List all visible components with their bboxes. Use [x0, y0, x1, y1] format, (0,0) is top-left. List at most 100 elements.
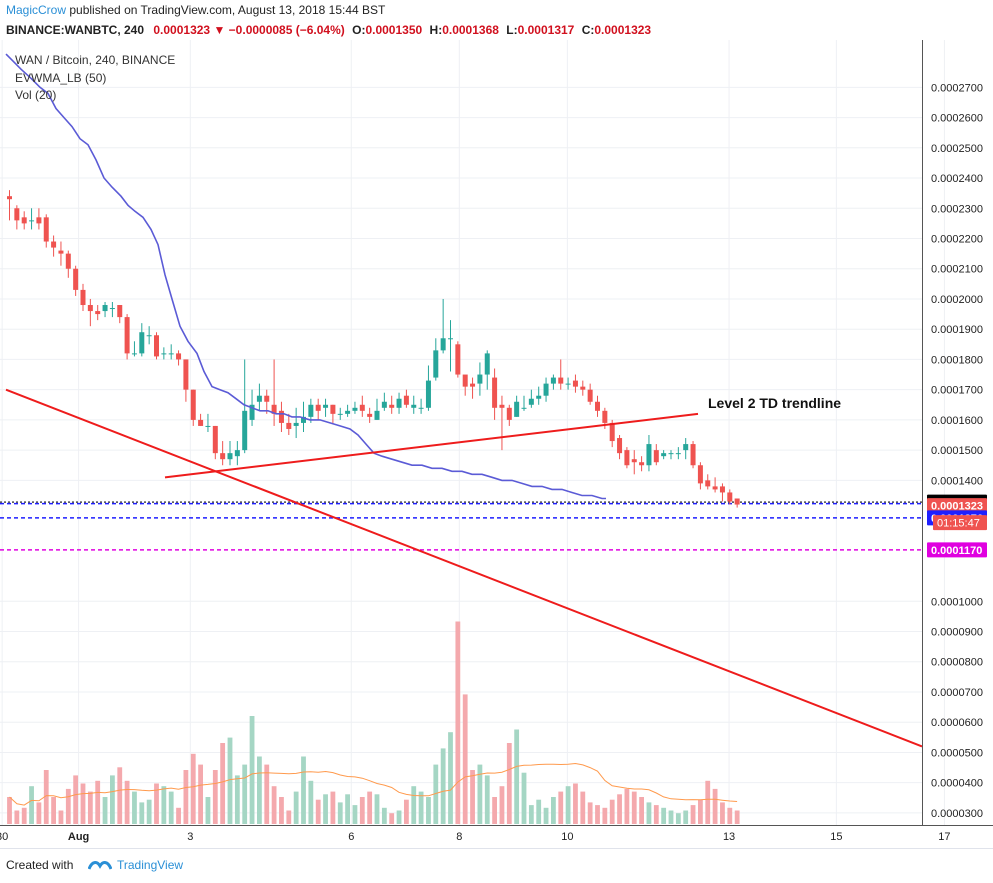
y-tick-label: 0.0001700 [931, 385, 983, 397]
candle-body [345, 410, 351, 414]
author-link[interactable]: MagicCrow [6, 3, 67, 17]
price-badge-bg [927, 542, 987, 558]
time-axis[interactable]: 30Aug3681013151720 [0, 825, 993, 844]
candle [301, 401, 306, 432]
candle [95, 305, 101, 321]
candle-body [462, 374, 468, 387]
candle [36, 208, 42, 230]
candle [352, 401, 358, 414]
price-axis[interactable]: 0.0002700 0.0002600 0.0002500 0.0002400 0.00… [922, 40, 984, 825]
candle-body [499, 404, 505, 408]
y-tick-label: 0.0001900 [931, 324, 983, 336]
trendlines[interactable] [5, 388, 923, 748]
volume-bar [315, 799, 321, 824]
candle-body [161, 353, 167, 355]
candle [543, 377, 549, 402]
candle [653, 444, 659, 466]
candle-body [440, 338, 446, 351]
volume-bar [698, 799, 703, 824]
volume-bar [499, 786, 505, 824]
volume-bar [95, 780, 101, 824]
candle [183, 359, 189, 402]
candle [315, 398, 321, 420]
volume-bar [587, 802, 593, 824]
volume-bars [7, 621, 740, 824]
volume-bar [477, 764, 483, 824]
candle-body [315, 404, 321, 411]
volume-bar [426, 797, 431, 824]
candle [521, 395, 527, 411]
candle-body [139, 332, 145, 354]
candle [425, 365, 431, 411]
volume-bar [205, 797, 211, 824]
candle-body [381, 401, 387, 408]
candle [536, 386, 542, 405]
candle [271, 359, 277, 426]
volume-bar [146, 799, 152, 824]
tradingview-brand[interactable]: TradingView [117, 858, 184, 872]
candle-body [367, 413, 373, 417]
candle-body [653, 450, 659, 463]
candle-body [234, 450, 240, 457]
candle-body [131, 353, 137, 355]
y-tick-label: 0.0001800 [931, 354, 983, 366]
candle-body [80, 289, 86, 306]
volume-bar [514, 729, 520, 824]
volume-bar [440, 748, 446, 824]
candle-body [528, 398, 534, 405]
candle [477, 362, 483, 396]
candle-body [51, 241, 57, 248]
volume-bar [183, 770, 189, 824]
volume-bar [639, 797, 644, 824]
volume-bar [683, 810, 689, 824]
candle-body [117, 305, 123, 318]
volume-bar [14, 810, 20, 824]
candle-body [227, 453, 233, 460]
candle [51, 235, 57, 257]
volume-bar [168, 791, 174, 824]
candle [484, 350, 490, 390]
y-tick-label: 0.0002300 [931, 203, 983, 215]
candle [154, 332, 159, 360]
volume-bar [65, 788, 71, 824]
volume-bar [21, 807, 27, 824]
candle [286, 413, 292, 436]
y-tick-label: 0.0000700 [931, 687, 983, 699]
price-chart[interactable]: 0.0002700 0.0002600 0.0002500 0.0002400 0.00… [0, 40, 993, 848]
candle [565, 377, 571, 390]
candle-body [36, 217, 42, 224]
candle-body [14, 208, 20, 221]
y-tick-label: 0.0001500 [931, 445, 983, 457]
volume-bar [51, 797, 56, 824]
volume-bar [602, 807, 608, 824]
candle [668, 450, 674, 460]
volume-bar [308, 780, 314, 824]
volume-bar [374, 794, 380, 824]
candle-body [323, 404, 329, 408]
candle-body [330, 404, 336, 414]
volume-bar [551, 797, 556, 824]
candle-body [73, 268, 79, 290]
candle-body [146, 335, 152, 337]
price-levels [0, 501, 922, 551]
legend-title: WAN / Bitcoin, 240, BINANCE [15, 53, 175, 67]
volume-bar [668, 810, 674, 824]
candle [646, 435, 652, 472]
candle [21, 211, 27, 230]
volume-bar [705, 780, 711, 824]
volume-bar [653, 805, 659, 824]
candle [227, 441, 233, 466]
candle-body [675, 453, 681, 455]
volume-bar [43, 770, 49, 824]
volume-bar [198, 764, 203, 824]
candle [242, 359, 248, 454]
candle [506, 404, 512, 426]
x-tick-label: 15 [830, 831, 842, 843]
candle-body [550, 377, 556, 384]
candle [595, 395, 600, 417]
volume-bar [73, 775, 79, 824]
volume-bar [279, 797, 284, 824]
candle [308, 398, 314, 423]
candle [455, 341, 461, 378]
candle-body [43, 217, 49, 242]
